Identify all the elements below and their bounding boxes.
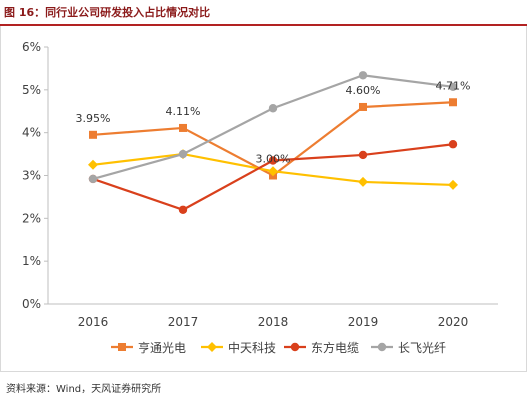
data-point [268, 104, 278, 113]
line-chart: 0% 1% 2% 3% 4% 5% 6% 2016 2017 2018 2019 2020 3.95% 4… [22, 40, 498, 355]
data-point [448, 82, 458, 92]
y-tick-label: 6% [22, 40, 41, 54]
page-title: 图 16：同行业公司研发投入占比情况对比 [4, 6, 211, 19]
x-tick-label: 2020 [438, 315, 469, 329]
data-point [268, 166, 278, 177]
legend-marker [207, 342, 217, 352]
y-tick-label: 2% [22, 211, 41, 225]
data-point [268, 156, 278, 165]
data-point [359, 102, 367, 111]
source-note: 资料来源：Wind，天风证券研究所 [6, 384, 162, 395]
y-tick-label: 5% [22, 83, 41, 97]
data-point [178, 205, 188, 214]
data-point [449, 98, 457, 107]
legend-label: 东方电缆 [311, 340, 359, 355]
legend-label: 中天科技 [228, 340, 276, 355]
data-point [358, 71, 368, 80]
data-point [179, 123, 187, 132]
y-tick-label: 3% [22, 169, 41, 183]
title-bar: 图 16：同行业公司研发投入占比情况对比 [0, 0, 527, 26]
data-point [448, 140, 458, 149]
data-label: 4.11% [166, 105, 201, 118]
y-tick-label: 4% [22, 126, 41, 140]
x-tick-label: 2016 [78, 315, 109, 329]
data-point [88, 174, 98, 184]
y-tick-label: 1% [22, 254, 41, 268]
x-tick-label: 2018 [258, 315, 289, 329]
y-tick-label: 0% [22, 297, 41, 311]
chart-frame: 0% 1% 2% 3% 4% 5% 6% 2016 2017 2018 2019 2020 3.95% 4… [0, 26, 527, 372]
data-label: 4.60% [346, 84, 381, 97]
data-point [358, 176, 368, 187]
legend-marker [290, 342, 300, 352]
data-label: 4.71% [436, 79, 471, 92]
data-point [448, 179, 458, 190]
legend-marker [377, 342, 387, 352]
legend-marker [118, 343, 126, 351]
legend-label: 亨通光电 [138, 340, 186, 355]
data-point [358, 150, 368, 160]
data-label: 3.00% [256, 153, 291, 166]
data-point [89, 130, 97, 139]
data-label: 3.95% [76, 112, 111, 125]
data-point [88, 159, 98, 170]
source-bar: 资料来源：Wind，天风证券研究所 [0, 376, 527, 403]
legend-label: 长飞光纤 [398, 341, 446, 355]
data-point [178, 149, 188, 159]
x-tick-label: 2017 [168, 315, 199, 329]
x-tick-label: 2019 [348, 315, 379, 329]
